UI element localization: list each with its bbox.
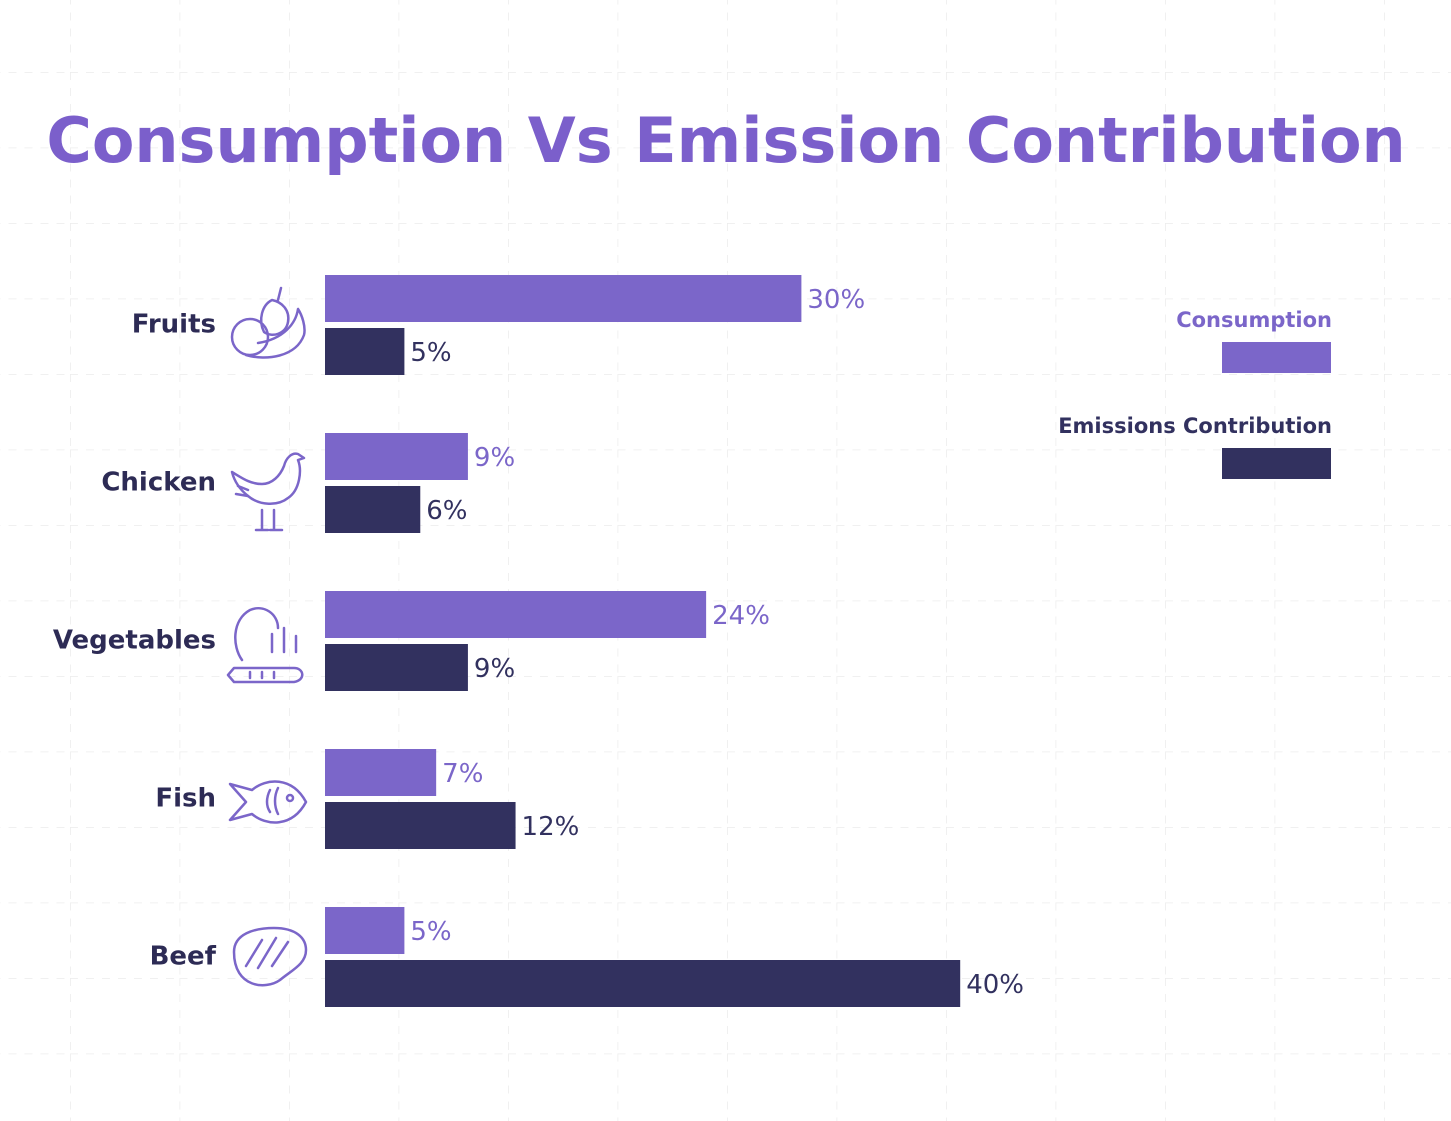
chart-title: Consumption Vs Emission Contribution: [46, 104, 1405, 177]
value-label: 40%: [966, 970, 1024, 1000]
bar: [325, 960, 961, 1007]
bar: [325, 591, 707, 638]
vegetables-icon: [226, 607, 304, 684]
category-label: Beef: [150, 942, 217, 972]
bar: [325, 328, 405, 375]
value-label: 6%: [426, 496, 467, 526]
category-label: Fish: [155, 784, 216, 814]
value-label: 9%: [474, 654, 515, 684]
value-label: 30%: [807, 285, 865, 315]
category-label: Fruits: [132, 310, 216, 340]
value-label: 5%: [410, 338, 451, 368]
fruits-icon: [230, 286, 306, 359]
value-label: 9%: [474, 443, 515, 473]
category-label: Vegetables: [53, 626, 216, 656]
legend-swatch: [1222, 448, 1331, 479]
bar: [325, 644, 468, 691]
bar: [325, 433, 468, 480]
value-label: 7%: [442, 759, 483, 789]
legend-swatch: [1222, 342, 1331, 373]
bar: [325, 275, 802, 322]
value-label: 24%: [712, 601, 770, 631]
fish-icon: [228, 780, 308, 824]
bar: [325, 749, 437, 796]
beef-icon: [232, 926, 308, 987]
value-label: 5%: [410, 917, 451, 947]
bar: [325, 907, 405, 954]
legend-label: Emissions Contribution: [1058, 414, 1332, 438]
chicken-icon: [230, 452, 306, 532]
legend-label: Consumption: [1176, 308, 1332, 332]
bar: [325, 802, 516, 849]
value-label: 12%: [522, 812, 580, 842]
bar: [325, 486, 421, 533]
category-label: Chicken: [101, 468, 216, 498]
